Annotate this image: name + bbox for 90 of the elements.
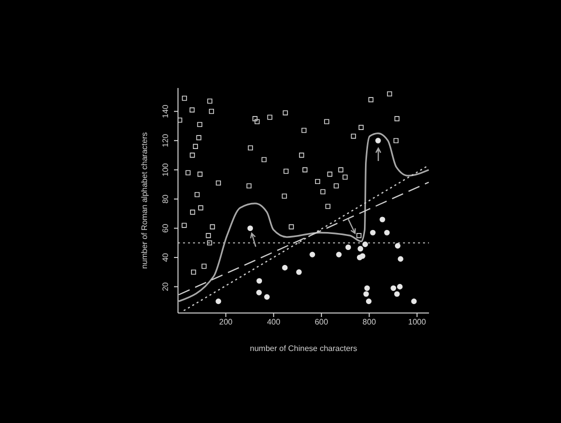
- point: [246, 183, 252, 188]
- line-series: [178, 132, 429, 302]
- point: [182, 96, 187, 101]
- x-tick-label: 400: [266, 318, 281, 327]
- point: [299, 152, 304, 158]
- point: [247, 225, 253, 232]
- point: [411, 298, 417, 304]
- point: [302, 167, 308, 172]
- point: [216, 298, 222, 304]
- point: [282, 110, 288, 116]
- point: [327, 172, 332, 177]
- point: [190, 152, 195, 158]
- point: [206, 233, 211, 238]
- point: [387, 91, 392, 96]
- y-tick-label: 60: [161, 223, 170, 233]
- y-tick-label: 140: [161, 104, 170, 118]
- y-axis-title: number of Roman alphabet characters: [140, 132, 149, 269]
- point: [324, 119, 330, 124]
- point: [202, 264, 207, 269]
- point: [394, 116, 400, 122]
- point: [380, 216, 386, 222]
- point: [190, 107, 195, 112]
- point: [366, 298, 372, 304]
- point: [301, 128, 306, 133]
- point: [207, 240, 212, 246]
- point: [310, 252, 316, 258]
- y-tick-label: 20: [161, 282, 170, 292]
- point: [267, 114, 272, 120]
- point: [342, 174, 348, 180]
- point: [393, 138, 399, 144]
- point: [197, 172, 203, 177]
- point: [390, 285, 396, 291]
- point: [368, 97, 374, 102]
- point: [315, 178, 320, 184]
- point: [358, 246, 364, 252]
- y-tick-label: 40: [161, 252, 170, 262]
- point: [196, 135, 202, 140]
- point: [394, 243, 400, 249]
- y-tick-label: 80: [161, 194, 170, 204]
- point: [208, 108, 214, 114]
- point: [197, 122, 202, 128]
- point: [375, 138, 381, 144]
- point: [384, 230, 390, 236]
- point: [178, 118, 182, 123]
- point: [338, 167, 344, 172]
- point: [262, 157, 267, 162]
- point: [256, 278, 262, 284]
- point: [296, 269, 302, 275]
- point: [288, 224, 294, 230]
- point: [191, 270, 196, 275]
- point: [397, 284, 403, 290]
- point: [345, 244, 351, 250]
- y-tick-label: 100: [161, 162, 170, 176]
- point: [282, 264, 288, 270]
- x-axis-title: number of Chinese characters: [250, 344, 358, 353]
- point: [325, 204, 330, 209]
- point: [360, 253, 366, 259]
- point: [334, 183, 339, 188]
- point: [398, 256, 404, 262]
- x-tick-label: 600: [314, 318, 329, 327]
- point: [363, 291, 369, 297]
- point: [216, 180, 221, 186]
- point: [248, 145, 253, 150]
- point: [210, 224, 215, 230]
- x-tick-label: 200: [219, 318, 234, 327]
- point: [256, 290, 262, 296]
- point: [254, 119, 260, 124]
- point: [336, 252, 342, 258]
- point: [252, 116, 258, 122]
- point: [194, 192, 200, 198]
- point: [284, 168, 289, 174]
- point: [192, 144, 198, 149]
- x-tick-label: 800: [362, 318, 376, 327]
- point: [282, 194, 287, 199]
- point: [370, 230, 376, 236]
- point: [364, 285, 370, 291]
- point: [264, 294, 270, 300]
- point: [186, 170, 191, 176]
- x-tick-label: 1000: [408, 318, 426, 327]
- point: [207, 98, 212, 104]
- point: [350, 134, 356, 139]
- point: [182, 222, 187, 228]
- y-tick-label: 120: [161, 133, 170, 148]
- point: [198, 205, 204, 210]
- point: [358, 124, 364, 130]
- point: [320, 189, 326, 194]
- point: [190, 210, 196, 215]
- point: [394, 291, 400, 297]
- point: [356, 233, 362, 238]
- point: [362, 242, 368, 248]
